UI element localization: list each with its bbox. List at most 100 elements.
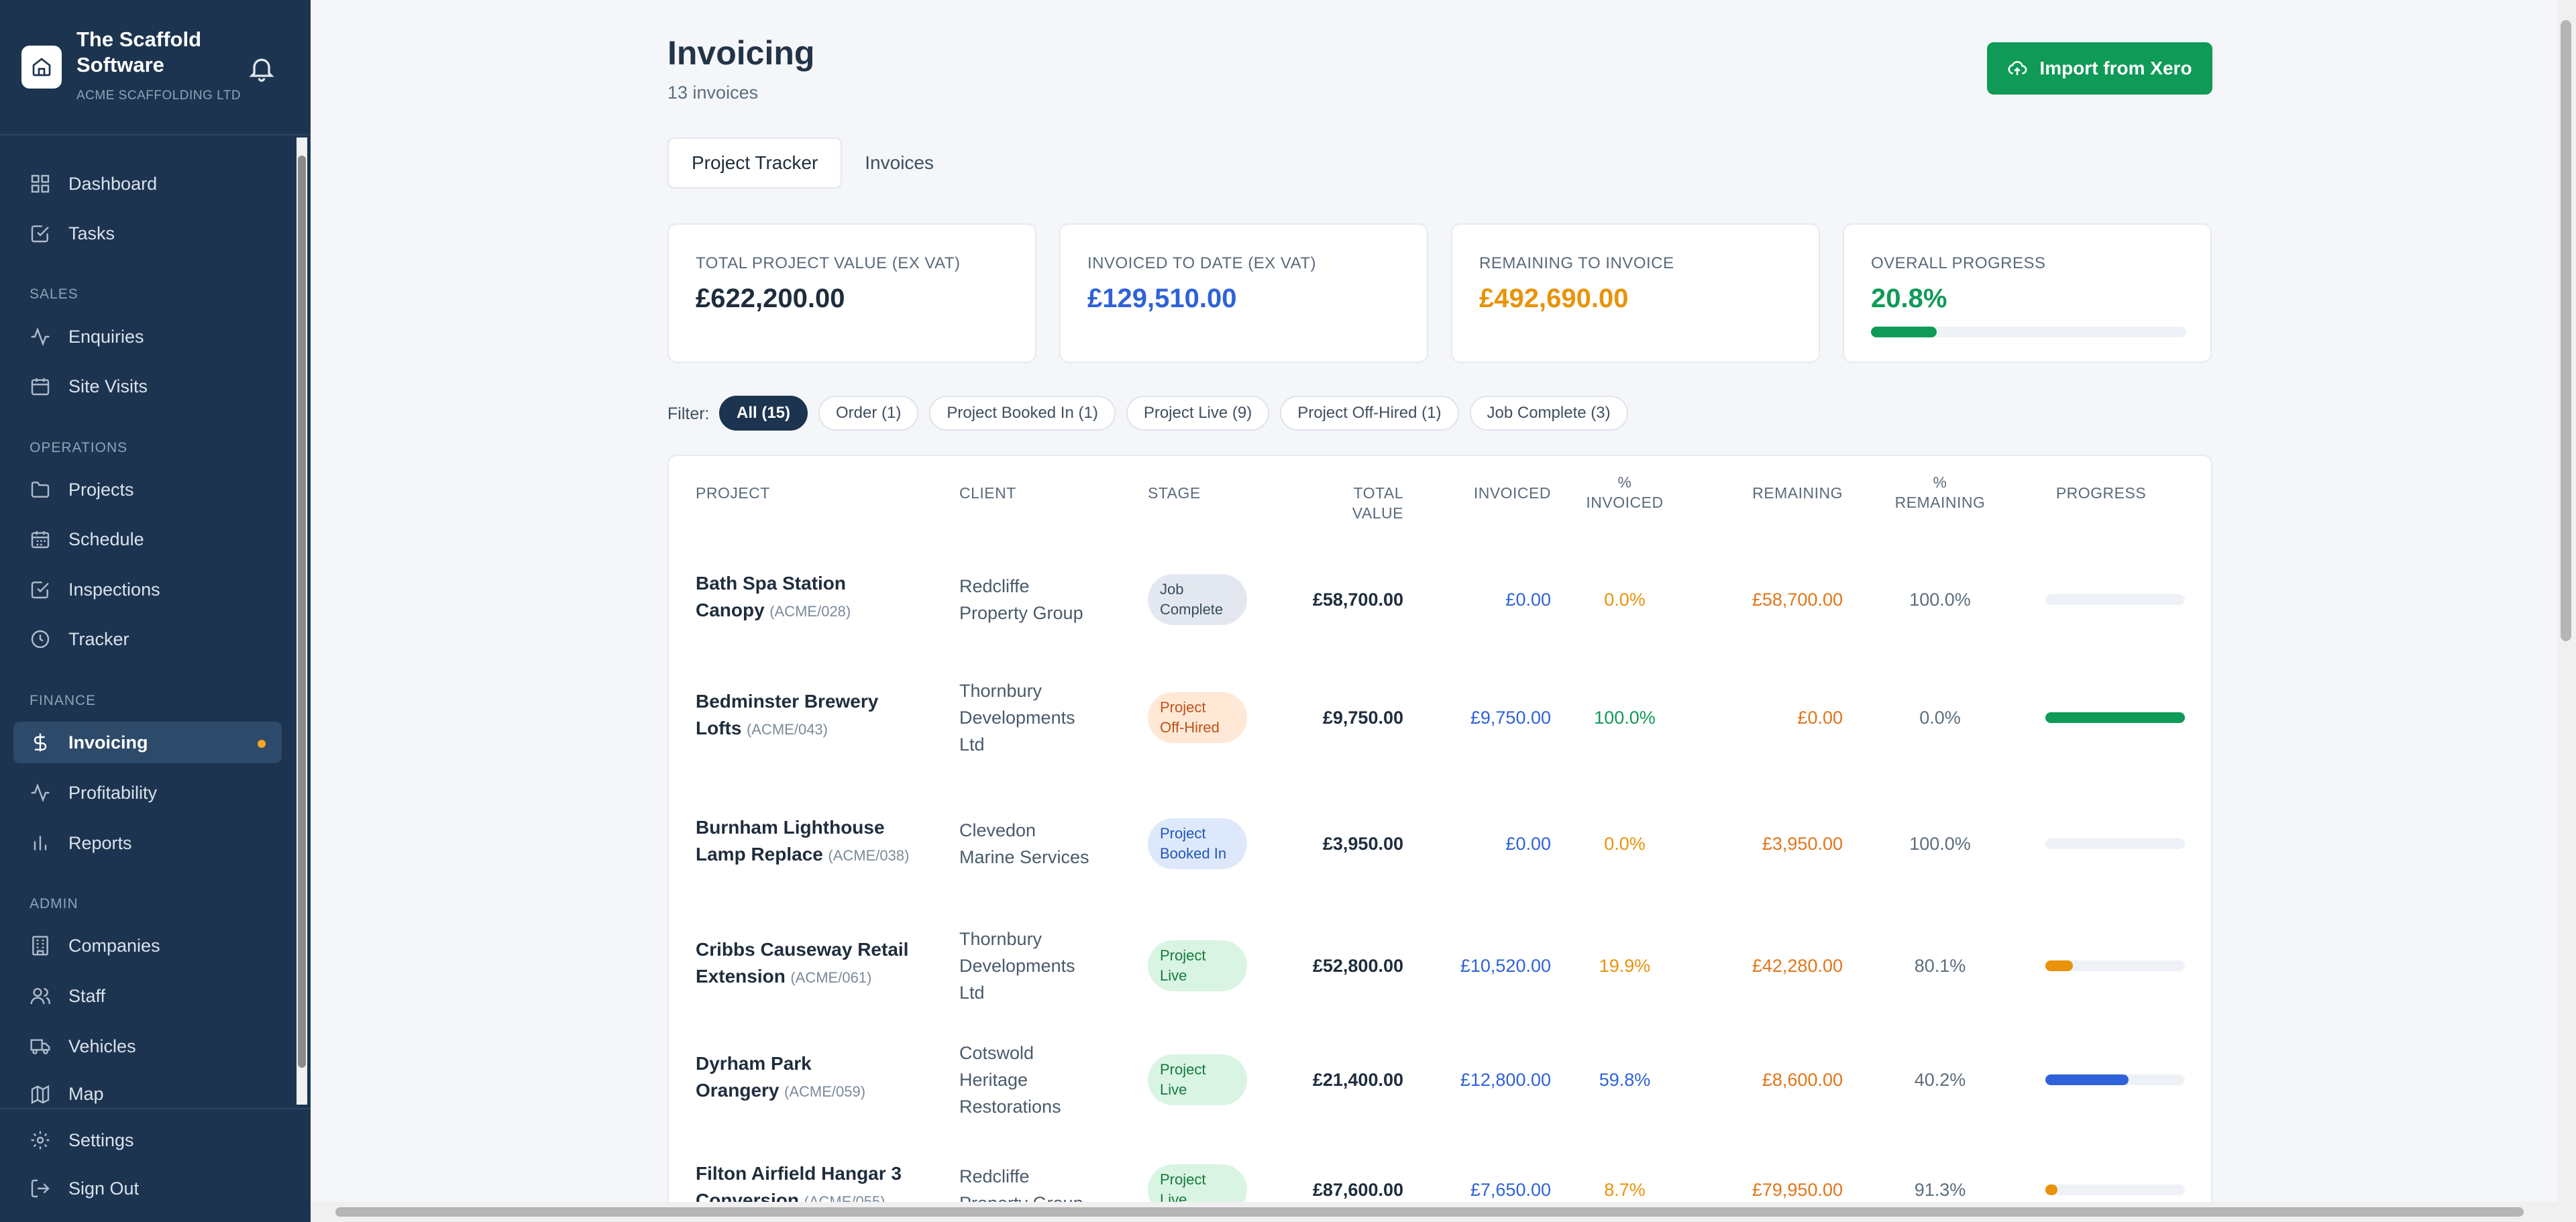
filter-bar: All (15) Order (1) Project Booked In (1)…: [719, 396, 1628, 431]
section-admin: ADMIN: [30, 896, 78, 911]
sidebar-item-site-visits[interactable]: Site Visits: [13, 366, 282, 407]
project-name[interactable]: Bath Spa Station: [696, 573, 847, 594]
sidebar-item-map[interactable]: Map: [13, 1076, 282, 1104]
overall-progress-fill: [1871, 327, 1937, 337]
invoiced-value: £7,650.00: [1470, 1180, 1551, 1200]
sidebar-item-label: Vehicles: [68, 1036, 136, 1056]
stage-badge: Project Booked In: [1148, 818, 1247, 869]
column-header-pct-invoiced[interactable]: % INVOICED: [1564, 472, 1685, 512]
sidebar-item-tasks[interactable]: Tasks: [13, 213, 282, 254]
client-cell: Thornbury Developments Ltd: [959, 926, 1134, 1006]
remaining-value: £3,950.00: [1762, 834, 1843, 854]
sidebar-item-inspections[interactable]: Inspections: [13, 569, 282, 610]
sidebar-item-invoicing[interactable]: Invoicing: [13, 722, 282, 763]
sidebar-item-label: Site Visits: [68, 376, 148, 396]
client-line: Cotswold: [959, 1043, 1034, 1063]
filter-project-booked-in[interactable]: Project Booked In (1): [929, 396, 1116, 431]
calendar-icon: [31, 531, 50, 549]
stage-line: Job: [1160, 581, 1184, 598]
stage-line: Booked In: [1160, 845, 1227, 862]
sidebar-scrollbar-thumb[interactable]: [298, 156, 306, 1068]
sidebar-item-enquiries[interactable]: Enquiries: [13, 316, 282, 357]
project-name[interactable]: Canopy: [696, 600, 765, 620]
overall-progress-card: OVERALL PROGRESS 20.8%: [1843, 223, 2212, 363]
project-name[interactable]: Orangery: [696, 1080, 780, 1101]
filter-project-off-hired[interactable]: Project Off-Hired (1): [1280, 396, 1459, 431]
project-cell[interactable]: Burnham Lighthouse Lamp Replace (ACME/038…: [696, 814, 944, 869]
bell-icon[interactable]: [247, 54, 276, 83]
project-cell[interactable]: Bath Spa Station Canopy (ACME/028): [696, 570, 944, 625]
building-icon: [32, 936, 48, 956]
total-project-value-card: TOTAL PROJECT VALUE (EX VAT) £622,200.00: [667, 223, 1036, 363]
total-value: £9,750.00: [1322, 708, 1403, 728]
import-from-xero-button[interactable]: Import from Xero: [1987, 42, 2212, 95]
project-code: (ACME/028): [769, 603, 851, 620]
filter-all[interactable]: All (15): [719, 396, 808, 431]
remaining-value: £58,700.00: [1752, 590, 1843, 610]
invoiced-value: £10,520.00: [1460, 956, 1551, 976]
column-header-progress[interactable]: PROGRESS: [2055, 484, 2147, 502]
filter-project-live[interactable]: Project Live (9): [1126, 396, 1270, 431]
client-cell: Redcliffe Property Group: [959, 573, 1134, 626]
project-cell[interactable]: Cribbs Causeway Retail Extension (ACME/06…: [696, 936, 944, 991]
sidebar-item-dashboard[interactable]: Dashboard: [13, 163, 282, 205]
pct-remaining: 100.0%: [1909, 590, 1971, 610]
client-line: Developments: [959, 708, 1075, 728]
column-header-client[interactable]: CLIENT: [959, 484, 1016, 502]
sidebar-item-tracker[interactable]: Tracker: [13, 618, 282, 660]
client-line: Thornbury: [959, 929, 1042, 949]
remaining-value: £42,280.00: [1752, 956, 1843, 976]
sidebar-item-companies[interactable]: Companies: [13, 925, 282, 966]
project-cell[interactable]: Bedminster Brewery Lofts (ACME/043): [696, 688, 944, 743]
checkbox-icon: [31, 581, 49, 599]
column-header-project[interactable]: PROJECT: [696, 484, 770, 502]
pct-remaining: 91.3%: [1914, 1180, 1966, 1200]
activity-icon: [31, 783, 50, 803]
progress-fill: [2045, 1074, 2129, 1085]
brand-name: The Scaffold Software: [76, 27, 202, 76]
column-header-invoiced[interactable]: INVOICED: [1473, 484, 1551, 502]
sidebar-item-profitability[interactable]: Profitability: [13, 772, 282, 814]
column-header-stage[interactable]: STAGE: [1148, 484, 1201, 502]
sidebar-item-vehicles[interactable]: Vehicles: [13, 1025, 282, 1067]
pct-remaining: 100.0%: [1909, 834, 1971, 854]
sidebar-item-reports[interactable]: Reports: [13, 822, 282, 864]
project-name[interactable]: Extension: [696, 966, 786, 987]
project-name[interactable]: Burnham Lighthouse: [696, 817, 885, 838]
tab-bar: Project Tracker Invoices: [667, 137, 957, 188]
project-cell[interactable]: Dyrham Park Orangery (ACME/059): [696, 1050, 944, 1105]
sidebar-item-label: Tracker: [68, 628, 129, 649]
progress-bar: [2045, 594, 2185, 605]
filter-order[interactable]: Order (1): [818, 396, 919, 431]
project-name[interactable]: Lamp Replace: [696, 844, 823, 865]
import-label: Import from Xero: [2039, 58, 2192, 78]
sidebar-item-schedule[interactable]: Schedule: [13, 518, 282, 560]
client-cell: Thornbury Developments Ltd: [959, 677, 1134, 758]
page-vertical-scrollbar-thumb[interactable]: [2561, 20, 2571, 641]
column-header-pct-remaining[interactable]: % REMAINING: [1880, 472, 2000, 512]
pct-invoiced: 19.9%: [1599, 956, 1651, 976]
column-header-total-value[interactable]: TOTAL VALUE: [1352, 484, 1403, 522]
page-horizontal-scrollbar-thumb[interactable]: [335, 1207, 2524, 1217]
project-name[interactable]: Filton Airfield Hangar 3: [696, 1163, 902, 1184]
header-line: INVOICED: [1586, 494, 1664, 511]
sidebar-item-projects[interactable]: Projects: [13, 469, 282, 510]
sidebar-item-label: Map: [68, 1084, 104, 1104]
tab-project-tracker[interactable]: Project Tracker: [667, 137, 843, 188]
sidebar-item-staff[interactable]: Staff: [13, 975, 282, 1017]
card-label: INVOICED TO DATE (EX VAT): [1087, 254, 1316, 272]
project-name[interactable]: Bedminster Brewery: [696, 691, 879, 712]
home-icon: [32, 58, 51, 76]
sidebar-item-sign-out[interactable]: Sign Out: [13, 1168, 282, 1209]
filter-job-complete[interactable]: Job Complete (3): [1469, 396, 1628, 431]
column-header-remaining[interactable]: REMAINING: [1752, 484, 1843, 502]
project-name[interactable]: Dyrham Park: [696, 1053, 812, 1074]
stage-badge: Job Complete: [1148, 574, 1247, 625]
project-name[interactable]: Cribbs Causeway Retail: [696, 939, 909, 960]
stage-badge: Project Live: [1148, 940, 1247, 991]
sidebar-item-settings[interactable]: Settings: [13, 1119, 282, 1161]
section-sales: SALES: [30, 286, 78, 302]
tab-invoices[interactable]: Invoices: [865, 152, 934, 173]
project-name[interactable]: Lofts: [696, 718, 742, 738]
logout-icon: [31, 1179, 50, 1198]
